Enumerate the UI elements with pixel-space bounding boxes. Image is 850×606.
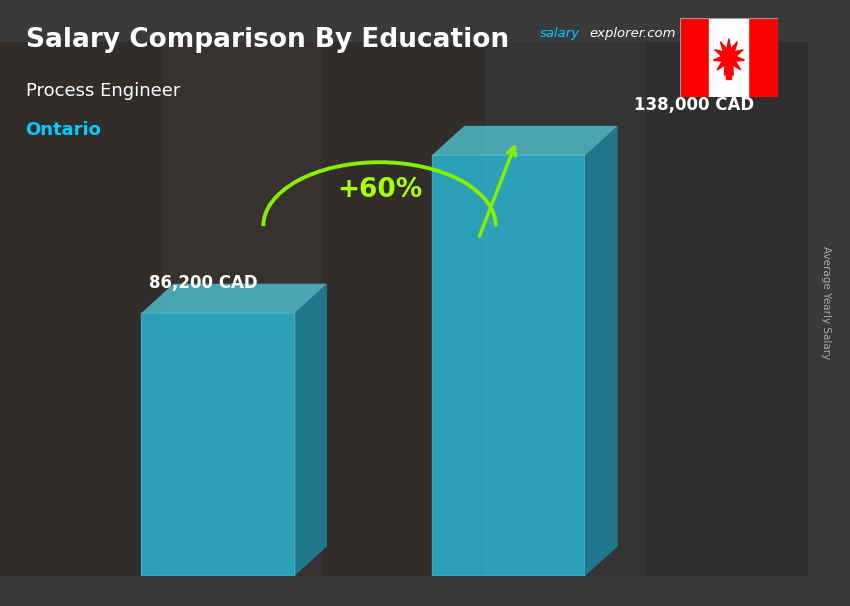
- Text: salary: salary: [540, 27, 580, 40]
- Text: Average Yearly Salary: Average Yearly Salary: [821, 247, 831, 359]
- Polygon shape: [141, 313, 295, 576]
- Bar: [709, 18, 748, 97]
- Bar: [484, 42, 646, 576]
- Polygon shape: [432, 155, 586, 576]
- Polygon shape: [295, 284, 327, 576]
- Text: 138,000 CAD: 138,000 CAD: [634, 96, 754, 114]
- Text: 86,200 CAD: 86,200 CAD: [150, 274, 258, 291]
- Polygon shape: [432, 126, 618, 155]
- Polygon shape: [713, 39, 745, 76]
- Bar: [323, 42, 484, 576]
- Polygon shape: [141, 284, 327, 313]
- Text: Process Engineer: Process Engineer: [26, 82, 180, 100]
- Text: explorer.com: explorer.com: [589, 27, 676, 40]
- Bar: [646, 42, 808, 576]
- Bar: [162, 42, 323, 576]
- Bar: [680, 18, 709, 97]
- FancyArrowPatch shape: [479, 147, 515, 236]
- Bar: [0, 42, 162, 576]
- Bar: [748, 18, 778, 97]
- Text: Ontario: Ontario: [26, 121, 101, 139]
- Polygon shape: [586, 126, 618, 576]
- Text: +60%: +60%: [337, 178, 422, 204]
- Bar: [726, 68, 732, 79]
- Text: Salary Comparison By Education: Salary Comparison By Education: [26, 27, 508, 53]
